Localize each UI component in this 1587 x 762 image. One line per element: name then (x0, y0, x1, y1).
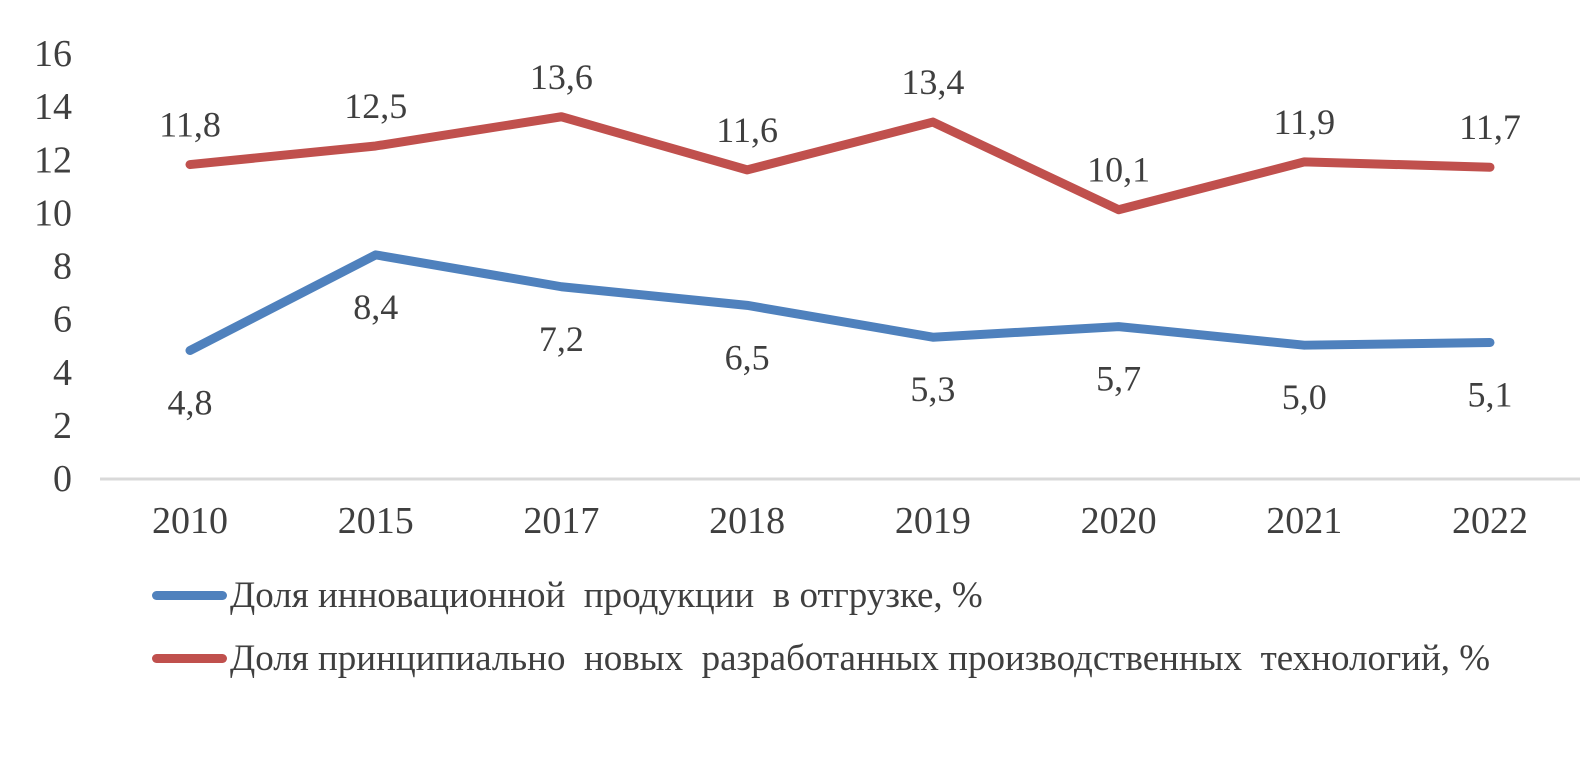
data-label-series-1: 11,8 (159, 105, 221, 145)
y-axis-tick-label: 10 (34, 192, 72, 234)
y-axis-tick-label: 6 (53, 299, 72, 341)
x-axis-tick-label: 2018 (709, 500, 785, 542)
data-label-series-0: 8,4 (353, 287, 398, 327)
data-label-series-1: 10,1 (1087, 150, 1150, 190)
x-axis-tick-label: 2021 (1266, 500, 1342, 542)
legend-label-innovative-products-share: Доля инновационной продукции в отгрузке,… (230, 574, 983, 616)
legend: Доля инновационной продукции в отгрузке,… (152, 573, 1490, 680)
data-label-series-1: 13,4 (901, 62, 964, 102)
data-label-series-0: 7,2 (539, 319, 584, 359)
legend-item-innovative-products-share: Доля инновационной продукции в отгрузке,… (152, 573, 1490, 617)
legend-item-new-technologies-share: Доля принципиально новых разработанных п… (152, 636, 1490, 680)
y-axis-tick-label: 2 (53, 405, 72, 447)
y-axis-tick-label: 12 (34, 139, 72, 181)
data-label-series-1: 11,9 (1273, 102, 1335, 142)
series-line-1 (185, 112, 1495, 215)
x-axis-tick-label: 2017 (523, 500, 599, 542)
data-label-series-0: 6,5 (725, 337, 770, 377)
legend-swatch-red-line (152, 653, 227, 663)
data-label-series-0: 5,3 (910, 369, 955, 409)
data-label-series-0: 5,0 (1282, 377, 1327, 417)
y-axis-tick-label: 8 (53, 246, 72, 288)
y-axis-tick-label: 14 (34, 86, 72, 128)
x-axis-tick-label: 2015 (338, 500, 414, 542)
data-label-series-1: 11,6 (716, 110, 778, 150)
data-label-series-1: 11,7 (1459, 107, 1521, 147)
x-axis-tick-label: 2022 (1452, 500, 1528, 542)
x-axis-tick-label: 2020 (1081, 500, 1157, 542)
data-label-series-0: 5,1 (1467, 375, 1512, 415)
y-axis-tick-label: 4 (53, 352, 72, 394)
data-label-series-1: 12,5 (344, 86, 407, 126)
data-label-series-0: 5,7 (1096, 359, 1141, 399)
x-axis-tick-label: 2019 (895, 500, 971, 542)
legend-label-new-technologies-share: Доля принципиально новых разработанных п… (230, 637, 1491, 679)
series-line-0 (185, 250, 1495, 355)
legend-swatch-blue-line (152, 590, 227, 600)
data-label-series-0: 4,8 (168, 383, 213, 423)
data-label-series-1: 13,6 (530, 57, 593, 97)
y-axis-tick-label: 16 (34, 33, 72, 75)
x-axis-tick-label: 2010 (152, 500, 228, 542)
y-axis-tick-label: 0 (53, 458, 72, 500)
